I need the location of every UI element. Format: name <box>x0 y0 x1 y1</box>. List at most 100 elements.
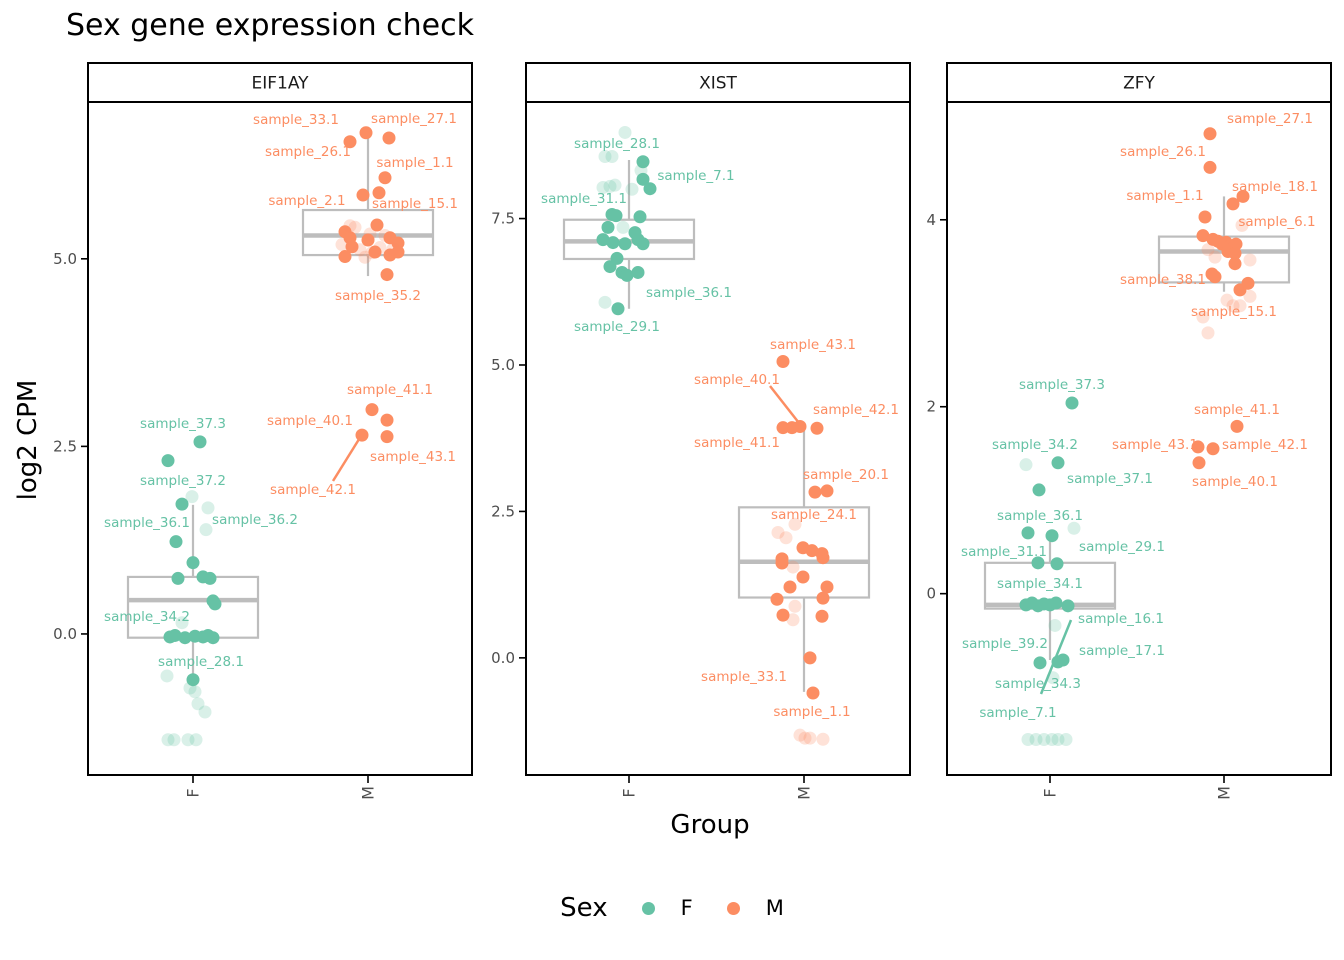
jitter-point <box>1061 599 1075 613</box>
y-tick-label: 2.5 <box>491 502 515 520</box>
jitter-point <box>353 243 367 257</box>
sample-label: sample_41.1 <box>1194 402 1280 418</box>
facet-strip-label: EIF1AY <box>251 74 309 94</box>
jitter-point <box>370 218 384 232</box>
sample-label: sample_26.1 <box>1120 144 1206 160</box>
jitter-point <box>620 268 634 282</box>
sample-label: sample_27.1 <box>371 111 457 127</box>
jitter-point <box>776 354 790 368</box>
legend-entry-F: F <box>641 896 693 920</box>
jitter-point <box>609 209 623 223</box>
jitter-point <box>168 628 182 642</box>
jitter-point <box>1208 270 1222 284</box>
legend-key-dot-F <box>641 901 655 915</box>
jitter-point <box>1228 246 1242 260</box>
jitter-point <box>631 265 645 279</box>
jitter-point <box>786 613 800 627</box>
jitter-point <box>361 233 375 247</box>
sample-label: sample_34.3 <box>995 676 1081 692</box>
sample-label: sample_18.1 <box>1232 179 1318 195</box>
jitter-point <box>816 732 830 746</box>
sample-label: sample_35.2 <box>335 288 421 304</box>
y-tick-label: 0.0 <box>491 649 515 667</box>
jitter-point <box>618 125 632 139</box>
sample-label: sample_24.1 <box>771 507 857 523</box>
jitter-point <box>185 490 199 504</box>
jitter-point <box>363 227 377 241</box>
sample-label: sample_37.1 <box>1067 471 1153 487</box>
jitter-point <box>1235 218 1249 232</box>
sample-label: sample_29.1 <box>1079 539 1165 555</box>
sample-label: sample_37.3 <box>140 416 226 432</box>
jitter-point <box>372 186 386 200</box>
jitter-point <box>779 531 793 545</box>
sample-label: sample_43.1 <box>370 449 456 465</box>
y-tick-label: 5.0 <box>53 250 77 268</box>
sample-label: sample_2.1 <box>268 193 345 209</box>
sample-label: sample_20.1 <box>803 467 889 483</box>
jitter-point <box>816 591 830 605</box>
jitter-point <box>1226 299 1240 313</box>
jitter-point <box>611 302 625 316</box>
sample-label: sample_1.1 <box>1126 188 1203 204</box>
jitter-point <box>1243 253 1257 267</box>
jitter-point <box>803 651 817 665</box>
jitter-point <box>188 685 202 699</box>
jitter-point <box>608 178 622 192</box>
y-tick-label: 0.0 <box>53 625 77 643</box>
sample-label: sample_15.1 <box>372 196 458 212</box>
jitter-point <box>1049 596 1063 610</box>
sample-label: sample_40.1 <box>1192 474 1278 490</box>
jitter-point <box>1196 310 1210 324</box>
jitter-point <box>201 501 215 515</box>
y-tick-label: 2 <box>926 398 936 416</box>
jitter-point <box>358 250 372 264</box>
jitter-point <box>601 220 615 234</box>
x-tick-label: F <box>184 788 203 797</box>
jitter-point <box>1191 440 1205 454</box>
jitter-point <box>633 210 647 224</box>
label-leader-line <box>1039 619 1073 695</box>
jitter-point <box>1201 326 1215 340</box>
jitter-point <box>345 240 359 254</box>
jitter-point <box>378 229 392 243</box>
jitter-point <box>1021 526 1035 540</box>
sample-label: sample_42.1 <box>813 402 899 418</box>
sample-label: sample_42.1 <box>1222 437 1308 453</box>
jitter-point <box>1201 243 1215 257</box>
jitter-point <box>1051 732 1065 746</box>
jitter-point <box>1230 419 1244 433</box>
jitter-point <box>616 220 630 234</box>
legend-entry-M: M <box>726 896 784 920</box>
page-title: Sex gene expression check <box>66 8 474 43</box>
jitter-point <box>359 126 373 140</box>
jitter-point <box>199 523 213 537</box>
x-axis-title: Group <box>670 810 750 840</box>
jitter-point <box>380 430 394 444</box>
jitter-point <box>1051 456 1065 470</box>
jitter-point <box>338 250 352 264</box>
jitter-point <box>175 497 189 511</box>
jitter-point <box>171 571 185 585</box>
jitter-point <box>386 242 400 256</box>
sample-label: sample_37.2 <box>140 473 226 489</box>
sample-label: sample_7.1 <box>979 705 1056 721</box>
jitter-point <box>1228 257 1242 271</box>
jitter-point <box>1045 732 1059 746</box>
x-tick-label: M <box>359 786 378 800</box>
sample-label: sample_17.1 <box>1079 643 1165 659</box>
sample-label: sample_36.1 <box>104 515 190 531</box>
sample-label: sample_1.1 <box>376 155 453 171</box>
jitter-point <box>1032 483 1046 497</box>
sample-label: sample_34.2 <box>992 437 1078 453</box>
jitter-point <box>636 237 650 251</box>
jitter-point <box>1192 456 1206 470</box>
jitter-point <box>208 597 222 611</box>
x-tick-label: M <box>1215 786 1234 800</box>
sample-label: sample_40.1 <box>267 413 353 429</box>
jitter-point <box>198 705 212 719</box>
sample-label: sample_41.1 <box>347 382 433 398</box>
jitter-point <box>1056 653 1070 667</box>
jitter-point <box>1220 293 1234 307</box>
jitter-point <box>598 295 612 309</box>
